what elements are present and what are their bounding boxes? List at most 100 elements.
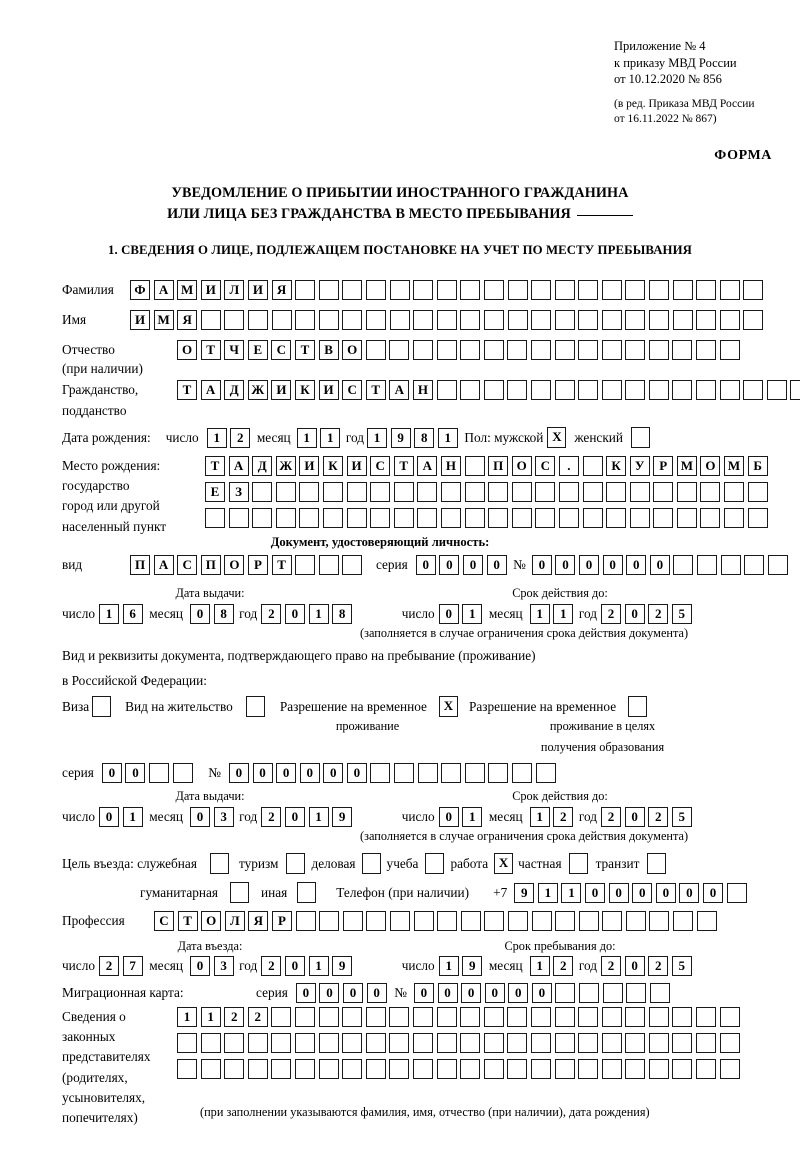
char-cell[interactable]: 0 — [366, 983, 387, 1003]
char-cell[interactable]: О — [224, 555, 245, 575]
char-cell[interactable]: . — [558, 456, 579, 476]
char-cell[interactable] — [530, 340, 551, 360]
char-cell[interactable]: 2 — [99, 956, 119, 976]
char-cell[interactable] — [342, 280, 363, 300]
char-cell[interactable]: 1 — [462, 604, 483, 624]
char-cell[interactable]: 0 — [323, 763, 344, 783]
purpose-business-checkbox[interactable] — [361, 853, 381, 874]
char-cell[interactable] — [554, 280, 575, 300]
char-cell[interactable]: О — [700, 456, 721, 476]
char-cell[interactable] — [601, 380, 622, 400]
char-cell[interactable] — [483, 1033, 504, 1053]
char-cell[interactable] — [535, 763, 556, 783]
char-cell[interactable] — [488, 763, 509, 783]
char-cell[interactable] — [507, 340, 528, 360]
char-cell[interactable]: 0 — [189, 956, 210, 976]
char-cell[interactable] — [417, 508, 438, 528]
char-cell[interactable] — [417, 482, 438, 502]
char-cell[interactable] — [578, 1007, 599, 1027]
char-cell[interactable] — [393, 482, 414, 502]
char-cell[interactable]: 6 — [122, 604, 143, 624]
purpose-work-checkbox[interactable]: X — [494, 853, 514, 874]
char-cell[interactable]: 0 — [649, 555, 670, 575]
char-cell[interactable] — [483, 340, 504, 360]
char-cell[interactable] — [530, 1033, 551, 1053]
char-cell[interactable]: О — [177, 340, 197, 360]
char-cell[interactable] — [512, 763, 533, 783]
char-cell[interactable] — [366, 911, 387, 931]
char-cell[interactable] — [413, 310, 434, 330]
char-cell[interactable] — [606, 482, 627, 502]
char-cell[interactable] — [747, 508, 768, 528]
char-cell[interactable]: Т — [365, 380, 386, 400]
char-cell[interactable] — [700, 482, 721, 502]
char-cell[interactable] — [554, 380, 575, 400]
char-cell[interactable] — [507, 380, 528, 400]
temp-residence-edu-checkbox[interactable] — [628, 696, 648, 717]
char-cell[interactable] — [744, 555, 765, 575]
char-cell[interactable] — [530, 1059, 551, 1079]
char-cell[interactable]: Т — [271, 555, 292, 575]
char-cell[interactable] — [719, 340, 740, 360]
char-cell[interactable] — [507, 911, 528, 931]
char-cell[interactable] — [252, 508, 273, 528]
char-cell[interactable] — [578, 1059, 599, 1079]
char-cell[interactable] — [579, 983, 600, 1003]
char-cell[interactable]: С — [154, 911, 174, 931]
char-cell[interactable]: К — [322, 456, 343, 476]
char-cell[interactable]: 0 — [295, 983, 316, 1003]
char-cell[interactable]: 2 — [261, 604, 282, 624]
char-cell[interactable] — [766, 380, 787, 400]
char-cell[interactable] — [649, 310, 670, 330]
char-cell[interactable] — [412, 1059, 433, 1079]
char-cell[interactable]: Н — [412, 380, 433, 400]
char-cell[interactable] — [578, 380, 599, 400]
char-cell[interactable] — [648, 1033, 669, 1053]
char-cell[interactable]: 1 — [296, 427, 317, 448]
char-cell[interactable]: 1 — [529, 604, 550, 624]
char-cell[interactable] — [625, 340, 646, 360]
char-cell[interactable] — [346, 482, 367, 502]
char-cell[interactable] — [531, 280, 552, 300]
char-cell[interactable] — [601, 1033, 622, 1053]
char-cell[interactable]: 9 — [390, 427, 411, 448]
char-cell[interactable] — [601, 310, 622, 330]
char-cell[interactable]: 0 — [284, 807, 305, 827]
birth-place-cells-3[interactable] — [205, 508, 771, 528]
legal-rep-cells-2[interactable] — [177, 1033, 743, 1053]
char-cell[interactable] — [606, 508, 627, 528]
char-cell[interactable] — [436, 1033, 457, 1053]
char-cell[interactable] — [342, 555, 363, 575]
char-cell[interactable]: 0 — [252, 763, 273, 783]
purpose-private-checkbox[interactable] — [568, 853, 588, 874]
char-cell[interactable]: 7 — [122, 956, 143, 976]
char-cell[interactable] — [271, 1007, 292, 1027]
char-cell[interactable] — [441, 763, 462, 783]
char-cell[interactable]: 0 — [284, 956, 305, 976]
purpose-official-checkbox[interactable] — [209, 853, 229, 874]
char-cell[interactable]: 0 — [602, 555, 623, 575]
char-cell[interactable] — [228, 508, 249, 528]
char-cell[interactable] — [389, 911, 410, 931]
char-cell[interactable]: Т — [177, 380, 197, 400]
char-cell[interactable] — [649, 911, 670, 931]
char-cell[interactable]: В — [318, 340, 339, 360]
char-cell[interactable] — [724, 482, 745, 502]
char-cell[interactable]: 1 — [122, 807, 143, 827]
char-cell[interactable] — [767, 555, 788, 575]
char-cell[interactable] — [275, 482, 296, 502]
char-cell[interactable] — [672, 380, 693, 400]
char-cell[interactable]: 2 — [648, 956, 669, 976]
char-cell[interactable] — [648, 340, 669, 360]
